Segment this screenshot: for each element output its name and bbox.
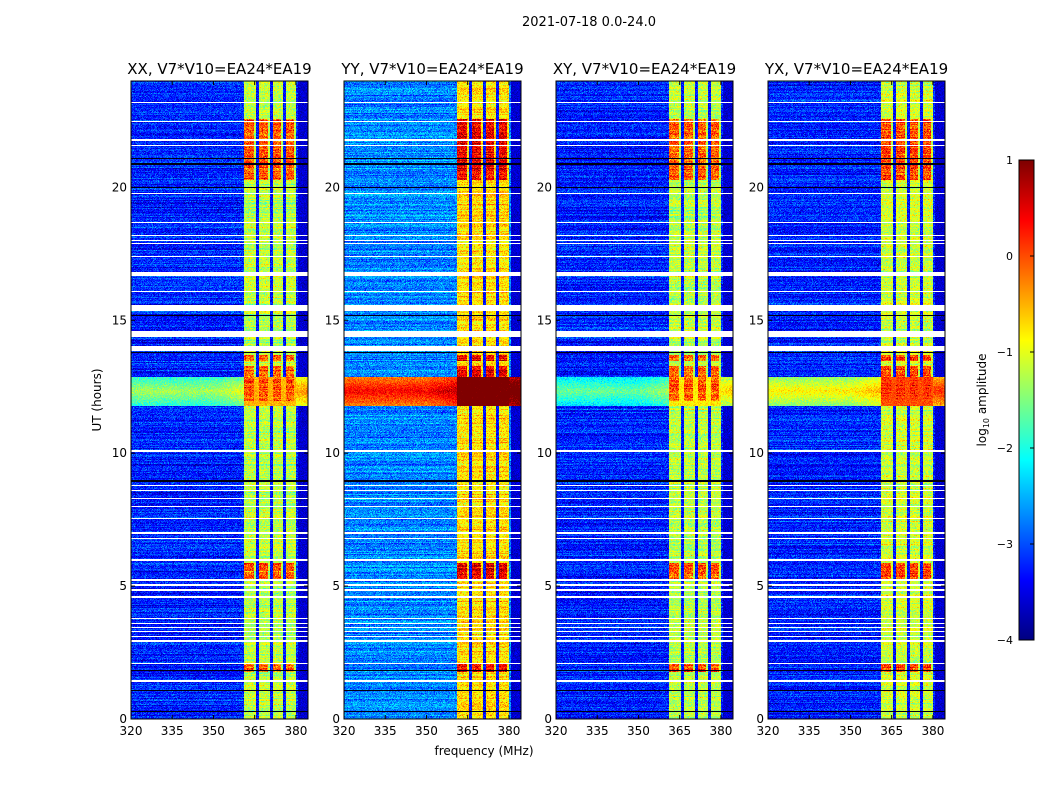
- figure-title: 2021-07-18 0.0-24.0: [522, 15, 656, 30]
- y-tick-label: 20: [325, 180, 340, 194]
- waterfall-xy: [556, 81, 733, 719]
- y-tick-label: 5: [332, 579, 340, 593]
- y-tick-label: 10: [112, 446, 127, 460]
- y-tick-label: 10: [537, 446, 552, 460]
- panel-frame: [767, 80, 946, 720]
- x-tick-label: 320: [545, 724, 568, 738]
- x-tick-label: 350: [627, 724, 650, 738]
- colorbar-tick-label: 0: [1006, 250, 1013, 263]
- x-tick-label: 335: [798, 724, 821, 738]
- y-tick-label: 10: [749, 446, 764, 460]
- y-tick-label: 15: [325, 313, 340, 327]
- x-tick-label: 365: [668, 724, 691, 738]
- x-tick-label: 320: [757, 724, 780, 738]
- x-tick-label: 350: [415, 724, 438, 738]
- y-tick-label: 20: [537, 180, 552, 194]
- y-tick-label: 0: [756, 712, 764, 726]
- y-tick-label: 0: [332, 712, 340, 726]
- y-tick-label: 15: [749, 313, 764, 327]
- x-tick-label: 365: [243, 724, 266, 738]
- panel-title: YY, V7*V10=EA24*EA19: [340, 60, 523, 78]
- colorbar-tick-label: −3: [997, 538, 1013, 551]
- y-tick-label: 15: [112, 313, 127, 327]
- colorbar-tick-label: −4: [997, 634, 1013, 647]
- y-tick-label: 10: [325, 446, 340, 460]
- y-tick-label: 15: [537, 313, 552, 327]
- x-tick-label: 365: [456, 724, 479, 738]
- y-tick-label: 5: [544, 579, 552, 593]
- x-tick-label: 380: [921, 724, 944, 738]
- x-tick-label: 320: [333, 724, 356, 738]
- x-tick-label: 380: [497, 724, 520, 738]
- x-tick-label: 350: [202, 724, 225, 738]
- colorbar-label: log10 amplitude: [975, 354, 991, 447]
- colorbar-tick-label: 1: [1006, 154, 1013, 167]
- colorbar-frame: [1018, 159, 1035, 641]
- y-tick-label: 20: [749, 180, 764, 194]
- y-tick-label: 5: [756, 579, 764, 593]
- panel-frame: [130, 80, 309, 720]
- y-tick-label: 0: [119, 712, 127, 726]
- y-tick-label: 5: [119, 579, 127, 593]
- x-tick-label: 350: [839, 724, 862, 738]
- panel-title: YX, V7*V10=EA24*EA19: [764, 60, 948, 78]
- x-tick-label: 365: [880, 724, 903, 738]
- waterfall-yy: [344, 81, 521, 719]
- x-tick-label: 380: [284, 724, 307, 738]
- waterfall-yx: [768, 81, 945, 719]
- x-tick-label: 335: [586, 724, 609, 738]
- x-tick-label: 320: [120, 724, 143, 738]
- y-tick-label: 0: [544, 712, 552, 726]
- panel-frame: [343, 80, 522, 720]
- x-tick-label: 335: [374, 724, 397, 738]
- panel-frame: [555, 80, 734, 720]
- y-axis-label: UT (hours): [90, 368, 104, 431]
- y-tick-label: 20: [112, 180, 127, 194]
- x-tick-label: 335: [161, 724, 184, 738]
- colorbar-tick-label: −2: [997, 442, 1013, 455]
- colorbar-tick-label: −1: [997, 346, 1013, 359]
- x-tick-label: 380: [709, 724, 732, 738]
- panel-title: XX, V7*V10=EA24*EA19: [127, 60, 311, 78]
- panel-title: XY, V7*V10=EA24*EA19: [553, 60, 736, 78]
- x-axis-label: frequency (MHz): [434, 744, 533, 758]
- waterfall-xx: [131, 81, 308, 719]
- colorbar-gradient: [1019, 160, 1034, 640]
